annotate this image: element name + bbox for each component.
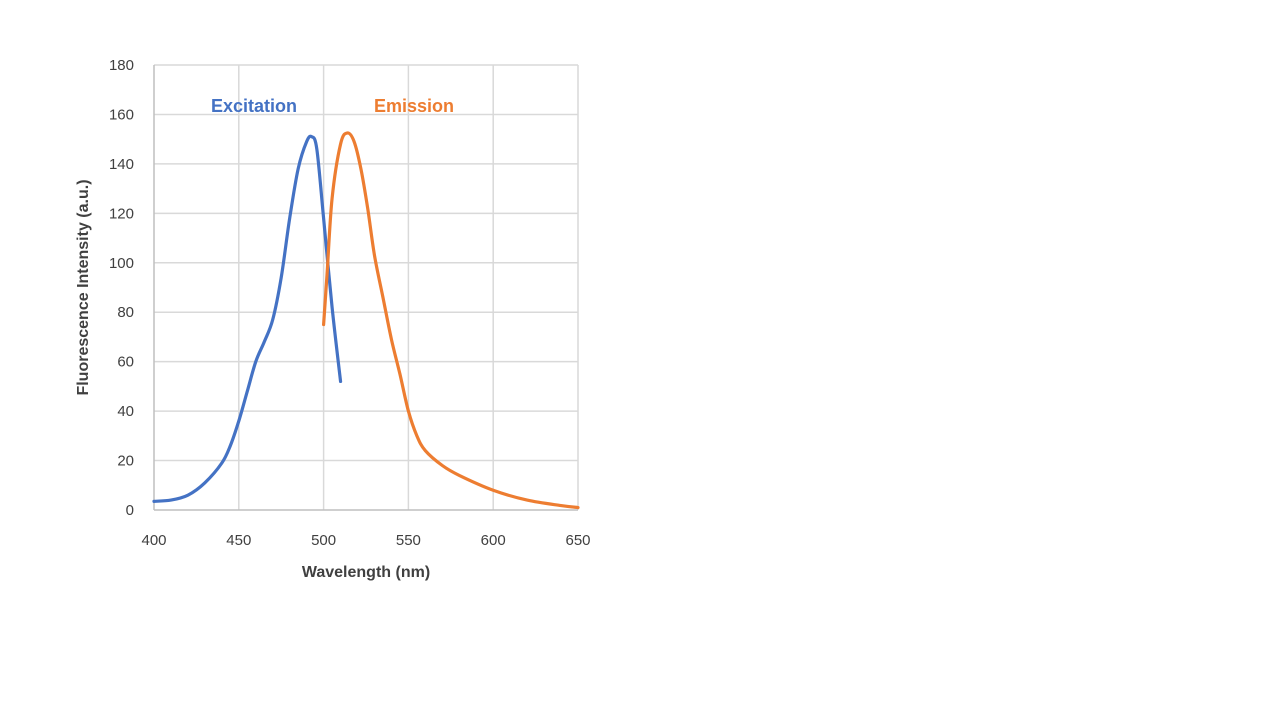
x-tick-label: 550 <box>396 532 421 549</box>
y-tick-label: 120 <box>109 205 134 222</box>
series-label-excitation: Excitation <box>211 96 297 116</box>
y-axis-title: Fluorescence Intensity (a.u.) <box>75 179 92 395</box>
y-tick-label: 40 <box>117 403 134 420</box>
x-tick-label: 450 <box>226 532 251 549</box>
y-tick-label: 60 <box>117 354 134 371</box>
series-labels: Excitation Emission <box>211 96 454 116</box>
x-tick-label: 500 <box>311 532 336 549</box>
y-tick-label: 140 <box>109 156 134 173</box>
axes <box>153 65 578 511</box>
y-tick-label: 0 <box>126 502 134 519</box>
y-tick-label: 180 <box>109 57 134 74</box>
y-tick-label: 100 <box>109 255 134 272</box>
x-tick-label: 600 <box>481 532 506 549</box>
tick-labels: 0 20 40 60 80 100 120 140 160 180 400 450 500 550 600 6… <box>109 57 591 549</box>
y-tick-label: 20 <box>117 453 134 470</box>
y-tick-label: 160 <box>109 106 134 123</box>
series-line-emission <box>322 131 580 510</box>
y-tick-label: 80 <box>117 304 134 321</box>
series-line-excitation <box>152 134 343 503</box>
x-axis-title: Wavelength (nm) <box>302 564 430 581</box>
series-label-emission: Emission <box>374 96 454 116</box>
series <box>152 131 580 510</box>
gridlines <box>154 64 579 510</box>
x-tick-label: 650 <box>565 532 590 549</box>
x-tick-label: 400 <box>141 532 166 549</box>
